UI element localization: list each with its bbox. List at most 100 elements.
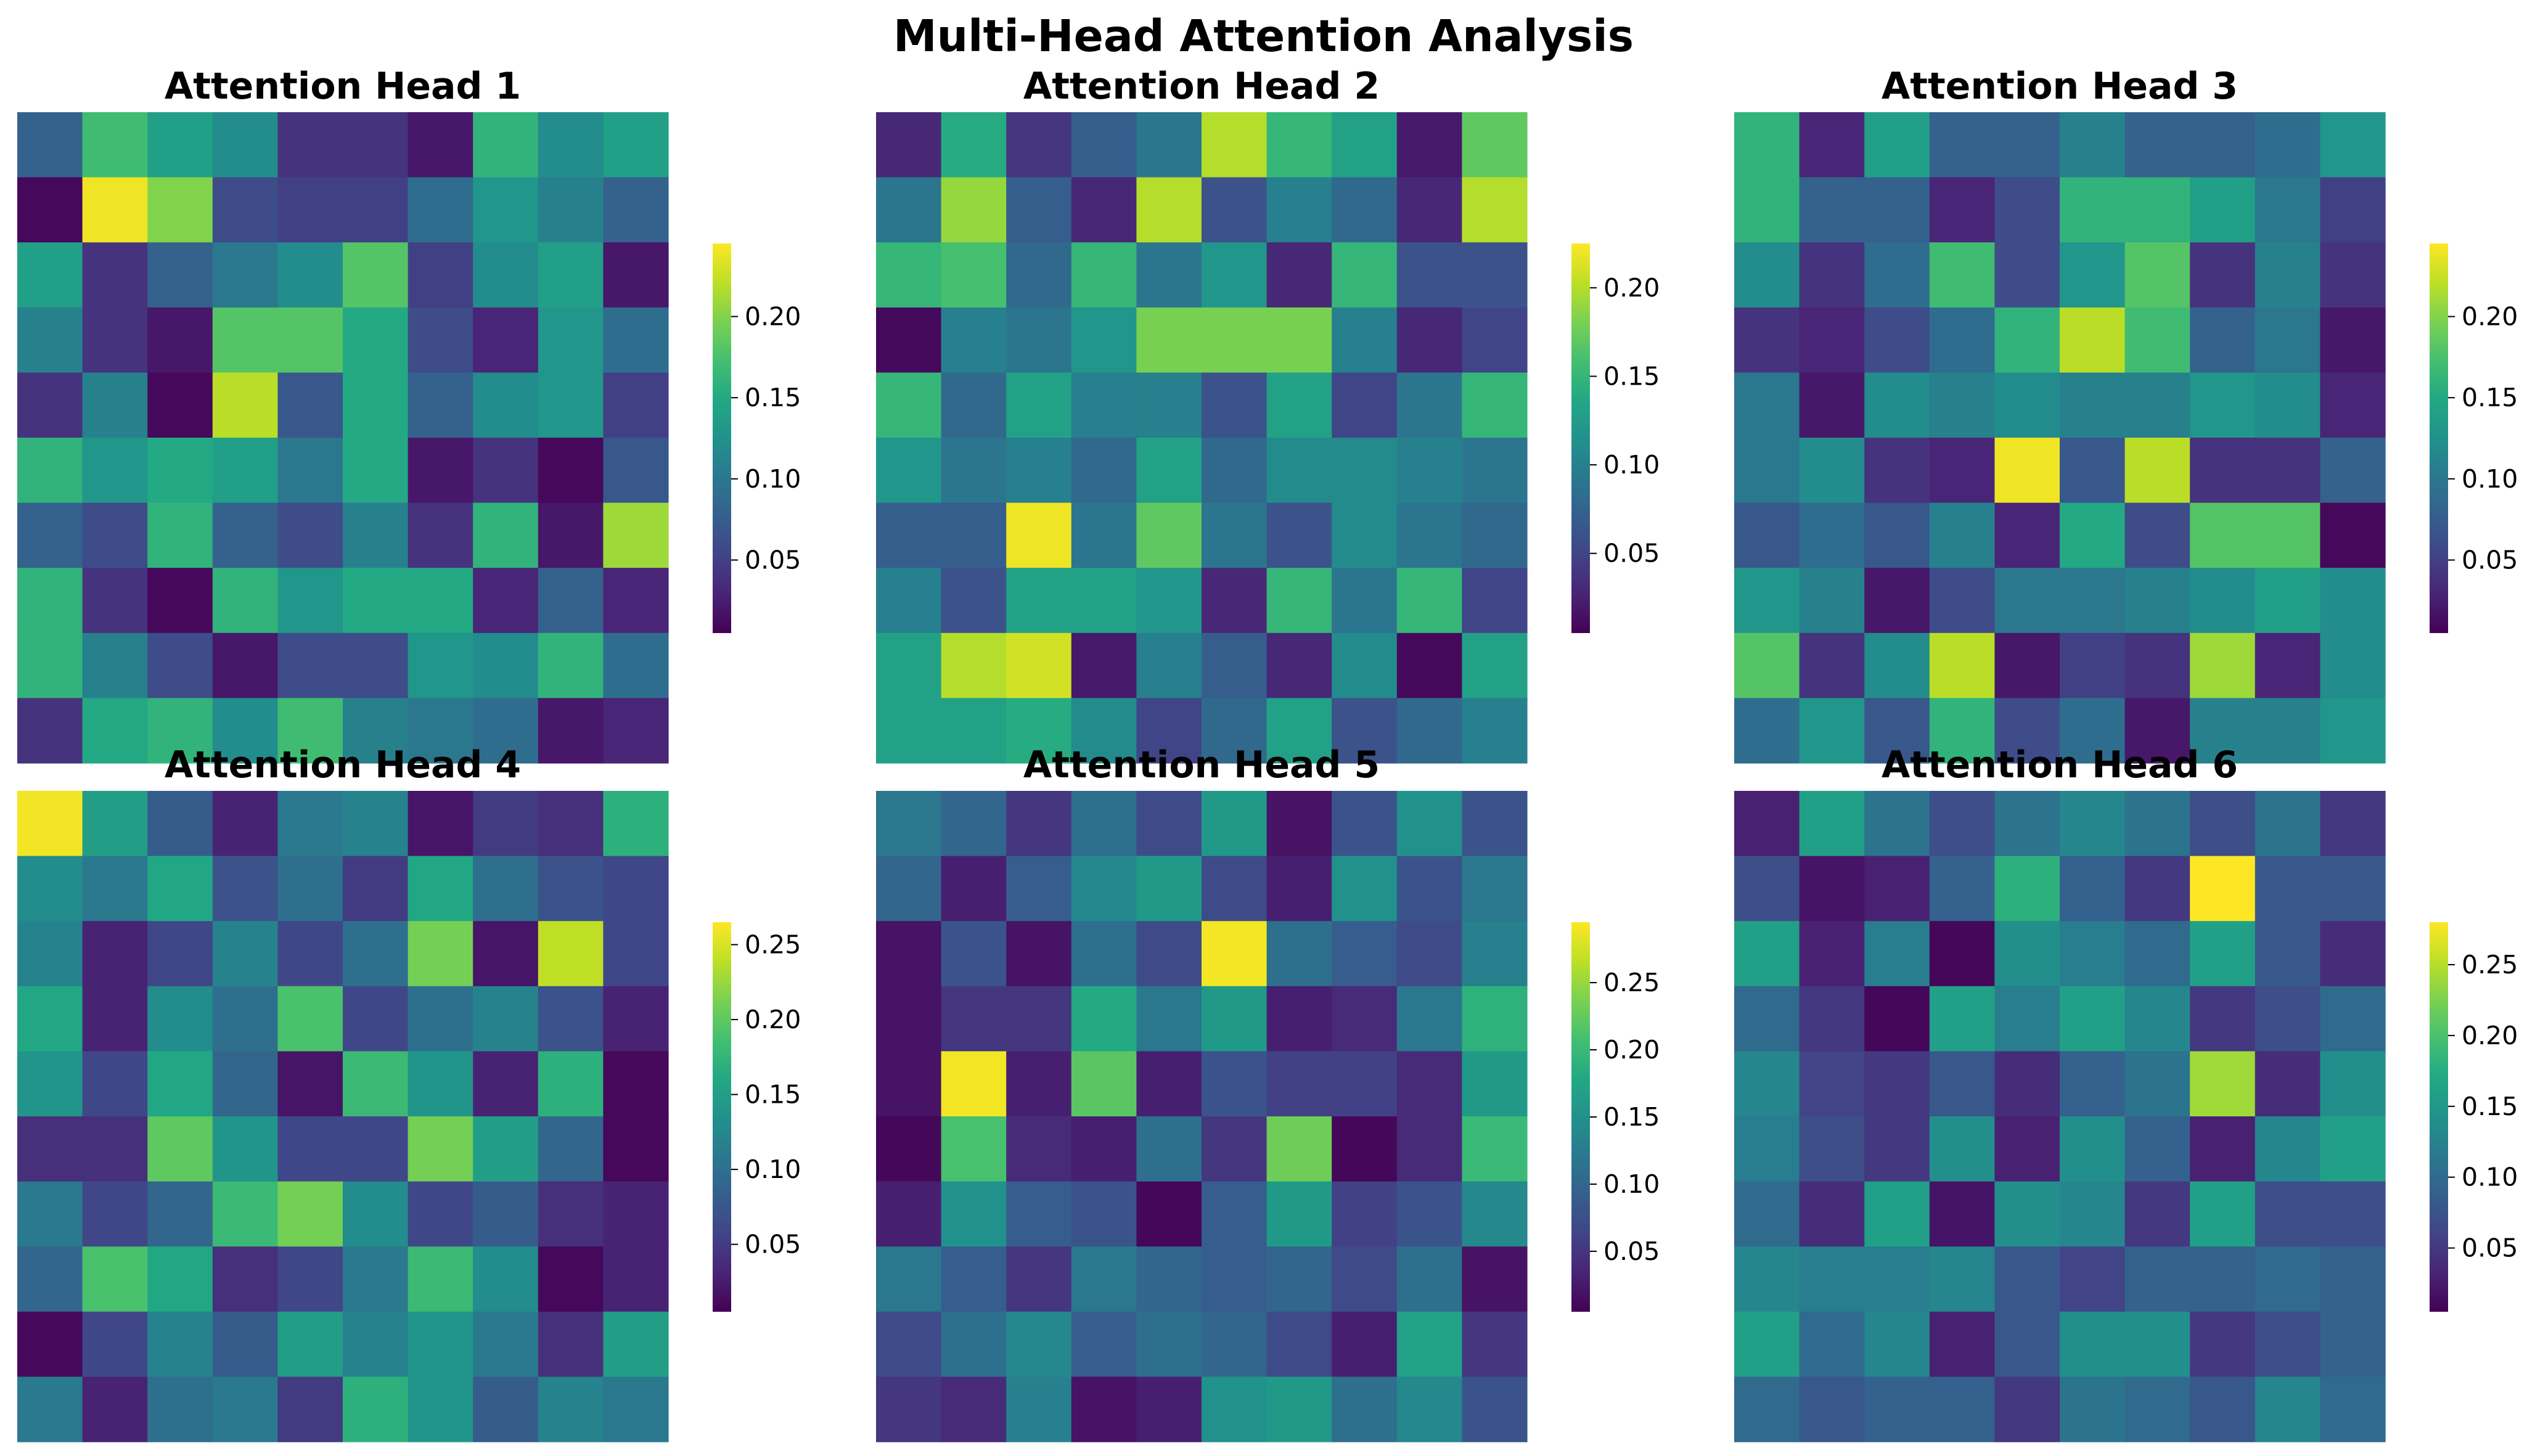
heatmap-cell [2060,856,2126,922]
heatmap-cell [1071,986,1137,1052]
heatmap-cell [82,1246,148,1312]
heatmap-cell [473,568,539,634]
heatmap-cell [17,1246,83,1312]
heatmap-cell [408,568,473,634]
heatmap-cell [1462,698,1528,764]
heatmap-cell [1462,1311,1528,1377]
heatmap-cell [2255,372,2320,438]
heatmap-cell [1136,438,1202,504]
heatmap-cell [2060,921,2126,987]
heatmap-cell [1864,568,1930,634]
colorbar-tick-label: 0.20 [2462,1021,2518,1050]
heatmap-cell [941,568,1007,634]
heatmap-cell [2060,1116,2126,1182]
heatmap-cell [408,372,473,438]
heatmap-cell [1734,372,1800,438]
heatmap-cell [408,791,473,857]
heatmap-cell [1462,1376,1528,1442]
heatmap-cell [538,856,604,922]
heatmap-cell [2060,632,2126,698]
heatmap-cell [1734,791,1800,857]
heatmap-cell [2320,921,2386,987]
heatmap-cell [1136,242,1202,308]
heatmap-cell [603,791,669,857]
heatmap-cell [1006,502,1072,568]
heatmap-cell [473,177,539,243]
heatmap-cell [1266,632,1332,698]
heatmap-cell [408,1116,473,1182]
heatmap-cell [17,502,83,568]
heatmap-cell [941,986,1007,1052]
heatmap-cell [1136,698,1202,764]
heatmap-cell [1396,242,1462,308]
heatmap-cell [1006,372,1072,438]
heatmap-cell [82,632,148,698]
heatmap-cell [2255,112,2320,178]
heatmap-cell [1864,698,1930,764]
heatmap-cell [212,1051,278,1117]
heatmap-cell [1929,1311,1995,1377]
heatmap-cell [17,1051,83,1117]
heatmap-cell [876,438,942,504]
heatmap-cell [17,632,83,698]
heatmap-cell [1994,242,2060,308]
heatmap-cell [603,307,669,373]
heatmap-cell [1994,438,2060,504]
heatmap-cell [277,568,343,634]
heatmap-cell [82,1051,148,1117]
heatmap-cell [1462,242,1528,308]
heatmap-cell [1136,177,1202,243]
heatmap-panel-3: Attention Head 3 0.05 0.10 0.15 0.20 [1734,65,2518,764]
heatmap-cell [1864,438,1930,504]
heatmap-cell [473,438,539,504]
heatmap-cell [1734,242,1800,308]
heatmap-cell [1396,568,1462,634]
heatmap-cell [277,242,343,308]
heatmap-cell [17,921,83,987]
heatmap-cell [1071,1051,1137,1117]
heatmap-cell [2255,986,2320,1052]
colorbar [1571,243,1590,633]
heatmap-cell [1929,986,1995,1052]
heatmap-cell [2124,1311,2190,1377]
heatmap-cell [538,242,604,308]
heatmap-cell [2124,791,2190,857]
heatmap-cell [876,632,942,698]
heatmap-cell [1396,438,1462,504]
colorbar-tick-label: 0.25 [1603,968,1660,997]
heatmap-cell [17,112,83,178]
heatmap-cell [2124,698,2190,764]
heatmap-cell [2320,986,2386,1052]
heatmap-cell [2190,632,2256,698]
heatmap-cell [277,856,343,922]
heatmap-cell [277,1246,343,1312]
heatmap-cell [1202,438,1268,504]
heatmap-cell [1929,1181,1995,1247]
heatmap-cell [2320,632,2386,698]
heatmap-cell [2190,1181,2256,1247]
heatmap-cell [1864,1116,1930,1182]
heatmap-cell [876,1311,942,1377]
heatmap-cell [277,372,343,438]
heatmap-cell [1396,921,1462,987]
heatmap-cell [1994,632,2060,698]
heatmap-cell [2255,177,2320,243]
heatmap-cell [941,1116,1007,1182]
heatmap-cell [17,791,83,857]
heatmap-cell [1266,242,1332,308]
heatmap-cell [1734,1246,1800,1312]
heatmap-cell [2060,1051,2126,1117]
heatmap-cell [473,372,539,438]
heatmap-cell [603,921,669,987]
heatmap-cell [2255,242,2320,308]
heatmap-cell [343,568,409,634]
heatmap-cell [2060,177,2126,243]
heatmap-cell [1929,632,1995,698]
heatmap-cell [1136,1116,1202,1182]
heatmap-cell [1071,1376,1137,1442]
heatmap-cell [212,1116,278,1182]
heatmap-cell [1202,1246,1268,1312]
heatmap-cell [2060,791,2126,857]
heatmap-cell [2124,856,2190,922]
